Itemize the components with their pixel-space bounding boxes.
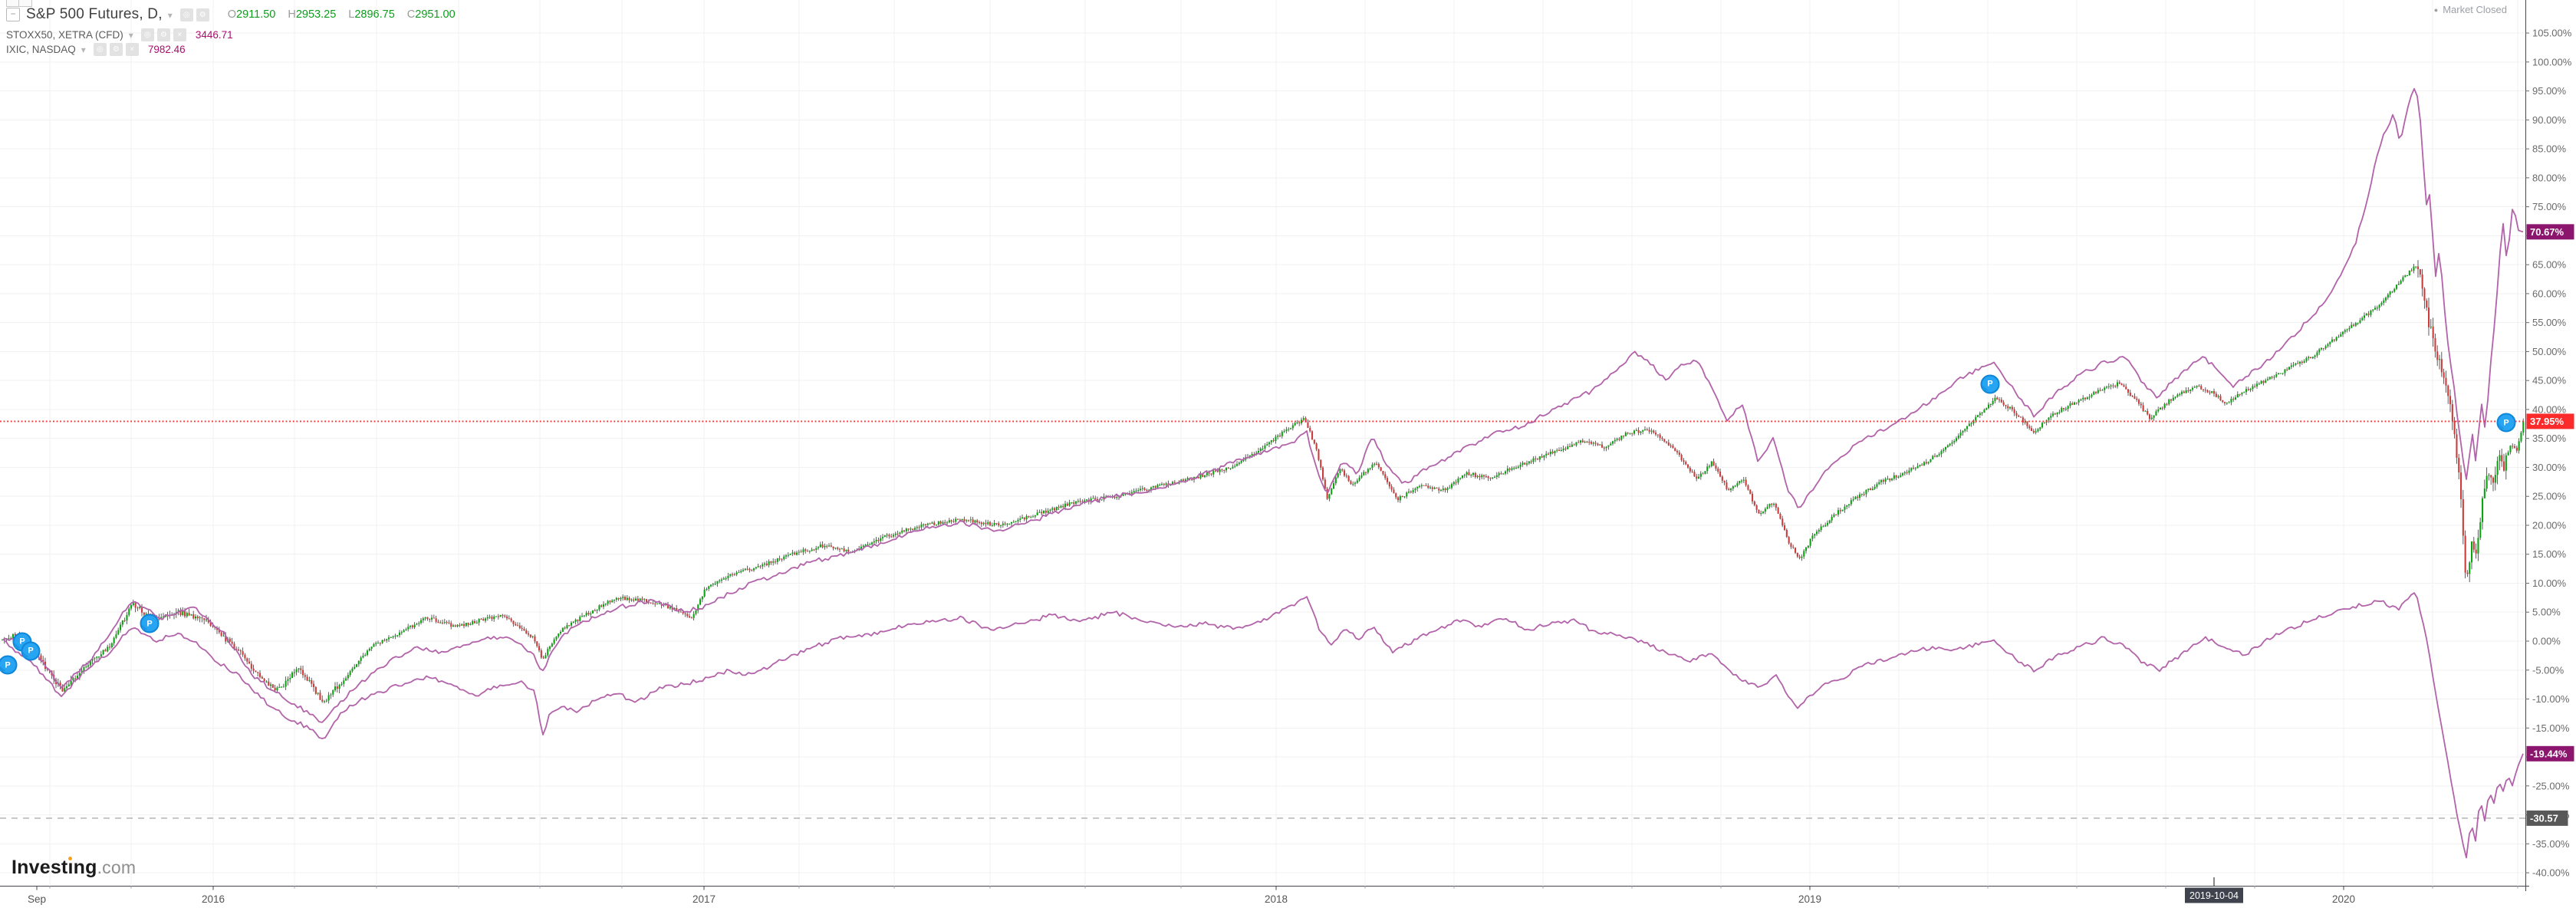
open-value: 2911.50 xyxy=(236,8,276,21)
visibility-button[interactable]: ◎ xyxy=(179,8,193,21)
gridlines xyxy=(0,0,2525,886)
svg-text:35.00%: 35.00% xyxy=(2532,433,2567,444)
visibility-button[interactable]: ◎ xyxy=(93,42,107,56)
svg-text:65.00%: 65.00% xyxy=(2532,259,2567,271)
settings-button[interactable]: ⚙ xyxy=(196,8,209,21)
svg-text:-30.57: -30.57 xyxy=(2530,813,2558,824)
chevron-down-icon[interactable]: ▾ xyxy=(81,44,86,55)
svg-text:90.00%: 90.00% xyxy=(2532,114,2567,126)
close-label: C xyxy=(406,8,416,21)
svg-text:70.67%: 70.67% xyxy=(2530,226,2564,238)
svg-text:-15.00%: -15.00% xyxy=(2532,722,2570,734)
close-icon: × xyxy=(177,30,183,39)
svg-text:20.00%: 20.00% xyxy=(2532,519,2567,531)
close-value: 2951.00 xyxy=(415,8,456,21)
gear-icon: ⚙ xyxy=(199,10,206,19)
market-status: ● Market Closed xyxy=(2434,4,2507,15)
eye-icon: ◎ xyxy=(183,10,190,19)
svg-text:30.00%: 30.00% xyxy=(2532,462,2567,473)
svg-text:-10.00%: -10.00% xyxy=(2532,693,2570,705)
position-marker[interactable]: P xyxy=(1980,374,2000,394)
chevron-down-icon[interactable]: ▾ xyxy=(128,30,133,41)
svg-text:37.95%: 37.95% xyxy=(2530,416,2564,427)
svg-text:105.00%: 105.00% xyxy=(2532,28,2572,39)
logo-text: ng xyxy=(73,857,97,878)
svg-text:-25.00%: -25.00% xyxy=(2532,780,2570,791)
svg-text:75.00%: 75.00% xyxy=(2532,201,2567,212)
position-marker[interactable]: P xyxy=(2496,413,2516,433)
low-value: 2896.75 xyxy=(354,8,395,21)
overlay-symbol-ixic[interactable]: IXIC, NASDAQ xyxy=(6,43,76,55)
high-label: H xyxy=(288,8,296,21)
logo-dotted-i: ı xyxy=(67,857,74,878)
logo-orange-dot-icon xyxy=(68,857,73,860)
price-axis-badges: 70.67% 37.95% -19.44% -30.57 xyxy=(2526,224,2574,826)
svg-text:40.00%: 40.00% xyxy=(2532,403,2567,415)
overlay-symbol-stoxx50[interactable]: STOXX50, XETRA (CFD) xyxy=(6,28,123,41)
svg-text:0.00%: 0.00% xyxy=(2532,636,2561,647)
settings-button[interactable]: ⚙ xyxy=(156,28,170,41)
remove-overlay-button[interactable]: × xyxy=(125,42,139,56)
svg-text:2019-10-04: 2019-10-04 xyxy=(2189,890,2239,901)
svg-text:2020: 2020 xyxy=(2332,893,2355,905)
close-icon: × xyxy=(130,44,135,54)
svg-text:25.00%: 25.00% xyxy=(2532,491,2567,502)
toolbar-fragment xyxy=(6,0,32,7)
svg-text:100.00%: 100.00% xyxy=(2532,56,2572,67)
symbol-title[interactable]: S&P 500 Futures, D, xyxy=(26,6,163,22)
low-label: L xyxy=(348,8,355,21)
line-series-stoxx50 xyxy=(2,592,2524,859)
status-dot-icon: ● xyxy=(2433,5,2439,14)
candlestick-series-sp500 xyxy=(2,260,2525,704)
legend-overlay-row-stoxx50: STOXX50, XETRA (CFD) ▾ ◎ ⚙ × 3446.71 xyxy=(6,28,233,41)
chevron-down-icon[interactable]: ▾ xyxy=(167,10,173,21)
svg-text:-40.00%: -40.00% xyxy=(2532,867,2570,879)
svg-text:15.00%: 15.00% xyxy=(2532,548,2567,560)
settings-button[interactable]: ⚙ xyxy=(109,42,123,56)
ohlc-values: O2911.50 H2953.25 L2896.75 C2951.00 xyxy=(228,8,468,21)
svg-text:50.00%: 50.00% xyxy=(2532,346,2567,357)
svg-text:-5.00%: -5.00% xyxy=(2532,664,2564,676)
svg-text:2018: 2018 xyxy=(1265,893,1288,905)
collapse-legend-button[interactable]: − xyxy=(6,8,20,21)
svg-text:2016: 2016 xyxy=(202,893,225,905)
position-marker[interactable]: P xyxy=(140,614,160,633)
svg-text:55.00%: 55.00% xyxy=(2532,317,2567,328)
gear-icon: ⚙ xyxy=(160,30,167,39)
svg-text:45.00%: 45.00% xyxy=(2532,375,2567,387)
position-marker[interactable]: P xyxy=(0,655,18,675)
legend-overlay-row-ixic: IXIC, NASDAQ ▾ ◎ ⚙ × 7982.46 xyxy=(6,42,186,56)
gear-icon: ⚙ xyxy=(112,44,120,54)
svg-text:60.00%: 60.00% xyxy=(2532,288,2567,299)
svg-text:85.00%: 85.00% xyxy=(2532,143,2567,155)
svg-text:95.00%: 95.00% xyxy=(2532,85,2567,97)
svg-text:2017: 2017 xyxy=(693,893,716,905)
svg-text:80.00%: 80.00% xyxy=(2532,172,2567,183)
visibility-button[interactable]: ◎ xyxy=(140,28,154,41)
date-axis-badge: 2019-10-04 xyxy=(2185,877,2243,903)
position-marker[interactable]: P xyxy=(21,641,41,661)
logo-suffix: .com xyxy=(97,857,137,877)
overlay-value-ixic: 7982.46 xyxy=(147,43,186,55)
legend-main-row: − S&P 500 Futures, D, ▾ ◎ ⚙ O2911.50 H29… xyxy=(6,5,468,25)
logo-text: Invest xyxy=(12,857,68,878)
svg-text:Sep: Sep xyxy=(28,893,46,905)
svg-text:10.00%: 10.00% xyxy=(2532,577,2567,589)
eye-icon: ◎ xyxy=(96,44,104,54)
investing-logo: Investı ng.com xyxy=(12,857,136,879)
time-axis[interactable]: Sep 2016 2017 2018 2019 2020 xyxy=(0,885,2529,905)
overlay-value-stoxx50: 3446.71 xyxy=(195,28,233,41)
remove-overlay-button[interactable]: × xyxy=(173,28,186,41)
eye-icon: ◎ xyxy=(143,30,151,39)
svg-text:-19.44%: -19.44% xyxy=(2530,748,2568,760)
market-status-label: Market Closed xyxy=(2443,4,2507,15)
svg-text:2019: 2019 xyxy=(1798,893,1821,905)
high-value: 2953.25 xyxy=(295,8,337,21)
open-label: O xyxy=(227,8,237,21)
svg-text:-35.00%: -35.00% xyxy=(2532,838,2570,850)
line-series-ixic xyxy=(2,87,2524,723)
svg-text:5.00%: 5.00% xyxy=(2532,607,2561,618)
